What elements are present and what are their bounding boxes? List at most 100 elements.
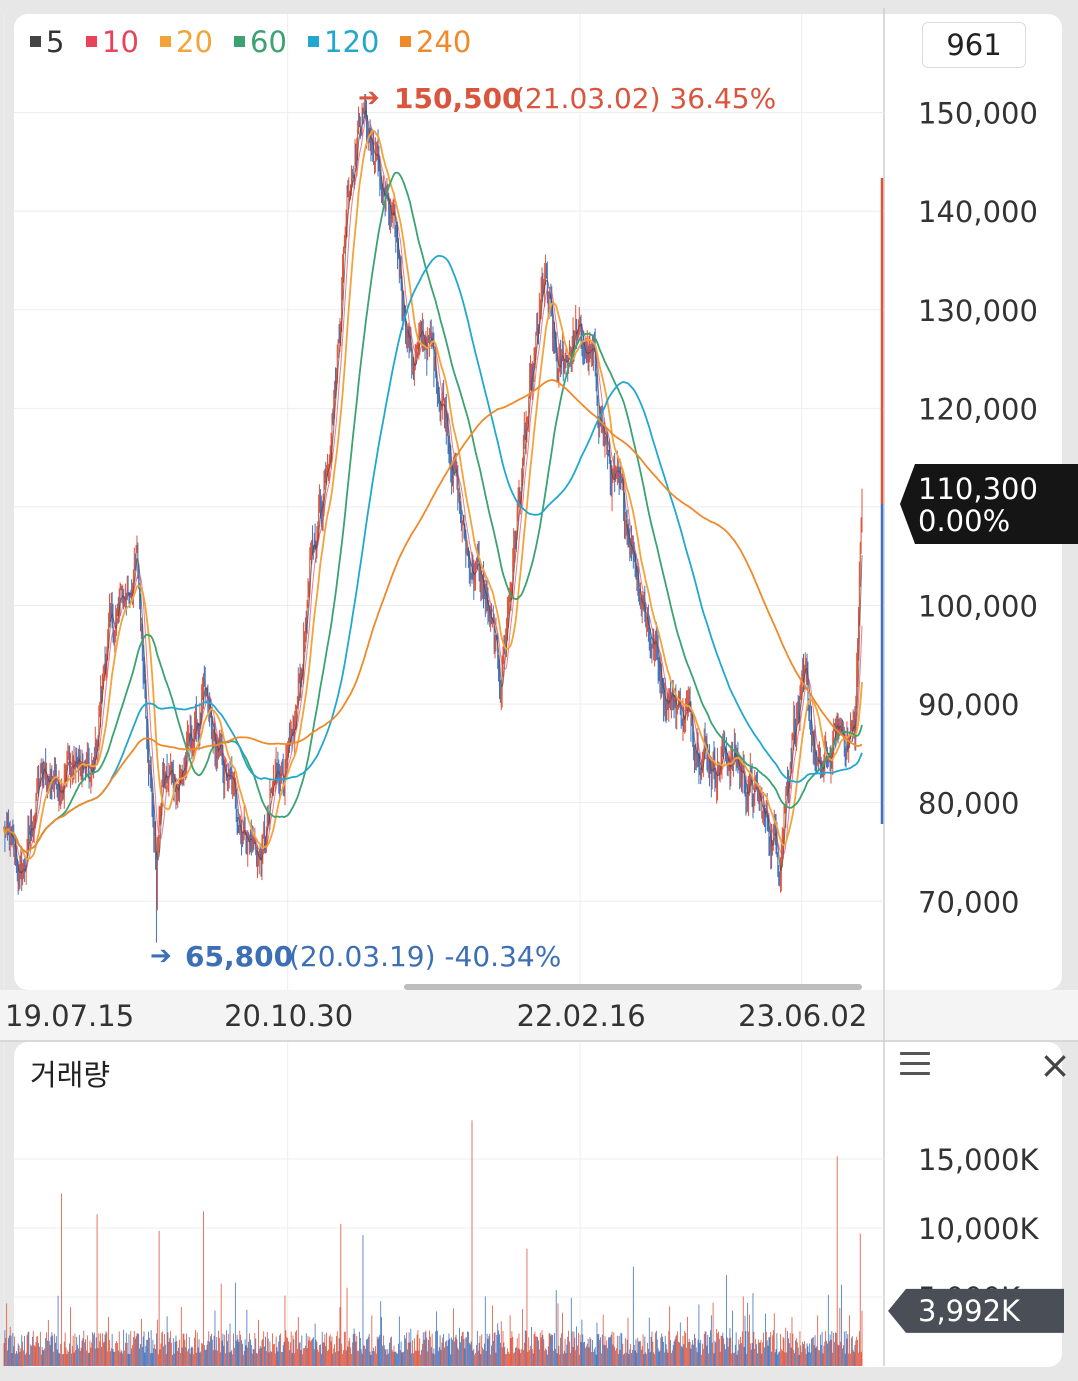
volume-bar	[380, 1301, 382, 1366]
volume-bar	[678, 1341, 679, 1366]
volume-bar	[109, 1340, 110, 1366]
candle-body	[854, 721, 856, 740]
volume-bar	[718, 1331, 719, 1366]
candle-body	[812, 742, 814, 754]
legend-label: 120	[324, 25, 379, 59]
candle-body	[122, 598, 124, 603]
volume-bar	[405, 1338, 406, 1366]
candle-body	[554, 336, 556, 350]
candle-body	[785, 793, 787, 811]
volume-bar	[199, 1352, 201, 1366]
candle-body	[474, 577, 476, 583]
candle-body	[84, 761, 86, 764]
candle-body	[331, 418, 333, 446]
volume-bar	[726, 1337, 728, 1366]
candle-body	[779, 873, 780, 879]
candle-body	[822, 768, 824, 775]
volume-bar	[356, 1335, 358, 1366]
candle-body	[513, 545, 515, 560]
volume-bar	[713, 1353, 715, 1366]
candle-body	[370, 140, 372, 145]
volume-bar	[515, 1347, 516, 1366]
volume-bar	[55, 1342, 56, 1366]
volume-bar	[695, 1347, 697, 1366]
volume-bar	[33, 1344, 35, 1366]
volume-bar	[268, 1352, 270, 1366]
volume-bar	[330, 1341, 332, 1366]
volume-bar	[816, 1346, 818, 1366]
candle-body	[297, 680, 299, 702]
candle-body	[178, 786, 180, 788]
volume-bar	[105, 1331, 107, 1366]
candle-body	[396, 236, 398, 238]
volume-bar	[296, 1330, 297, 1366]
volume-bar	[844, 1353, 846, 1366]
volume-bar	[543, 1339, 545, 1366]
candle-body	[562, 348, 563, 355]
volume-bar	[456, 1339, 458, 1366]
volume-bar	[331, 1336, 333, 1366]
volume-bar	[780, 1333, 781, 1366]
volume-bar	[326, 1332, 328, 1366]
candle-body	[710, 769, 711, 774]
volume-bar	[77, 1344, 78, 1366]
candle-body	[807, 670, 809, 700]
volume-bar	[651, 1331, 653, 1366]
volume-bar	[99, 1341, 101, 1366]
volume-bar	[653, 1352, 655, 1366]
candle-body	[640, 599, 642, 608]
volume-bar	[554, 1333, 555, 1366]
candle-body	[347, 195, 349, 197]
volume-bar	[741, 1343, 742, 1366]
volume-bar	[230, 1351, 232, 1366]
volume-bar	[854, 1345, 856, 1366]
candle-count-box[interactable]: 961	[922, 22, 1026, 68]
volume-bar	[497, 1323, 499, 1366]
volume-bar	[588, 1347, 590, 1366]
candle-body	[577, 332, 578, 337]
candle-body	[365, 99, 367, 114]
candle-body	[221, 741, 223, 760]
volume-bar	[203, 1211, 204, 1366]
volume-bar	[616, 1335, 618, 1366]
volume-bar	[847, 1334, 849, 1366]
volume-bar	[139, 1348, 141, 1366]
volume-bar	[302, 1354, 304, 1366]
volume-bar	[109, 1351, 111, 1366]
volume-bar	[520, 1353, 522, 1366]
candle-body	[692, 725, 694, 739]
volume-bar	[335, 1336, 337, 1366]
volume-bar	[688, 1338, 690, 1366]
candle-body	[652, 632, 654, 644]
candle-body	[801, 678, 803, 691]
volume-bar	[446, 1346, 448, 1366]
candle-body	[835, 723, 836, 740]
volume-bar	[31, 1336, 33, 1366]
hamburger-menu-icon[interactable]	[900, 1052, 930, 1078]
candle-body	[125, 596, 126, 598]
candle-body	[770, 839, 772, 854]
volume-bar	[697, 1339, 699, 1366]
candle-body	[814, 741, 816, 761]
volume-bar	[25, 1352, 27, 1366]
volume-bar	[313, 1349, 315, 1366]
candle-body	[218, 746, 219, 750]
candle-body	[654, 647, 655, 649]
volume-bar	[743, 1346, 745, 1366]
volume-bar	[12, 1332, 14, 1366]
candle-body	[367, 132, 368, 138]
volume-bar	[379, 1334, 381, 1366]
candle-body	[394, 206, 396, 233]
close-icon[interactable]: ×	[1039, 1043, 1071, 1087]
candle-body	[24, 865, 26, 869]
volume-bar	[312, 1337, 314, 1366]
candle-body	[844, 746, 846, 758]
volume-bar	[774, 1352, 776, 1366]
volume-bar	[828, 1341, 830, 1366]
volume-bar	[483, 1349, 484, 1366]
candle-body	[78, 754, 80, 756]
volume-bar	[591, 1352, 593, 1366]
legend-swatch	[30, 36, 41, 47]
candle-body	[414, 357, 416, 369]
